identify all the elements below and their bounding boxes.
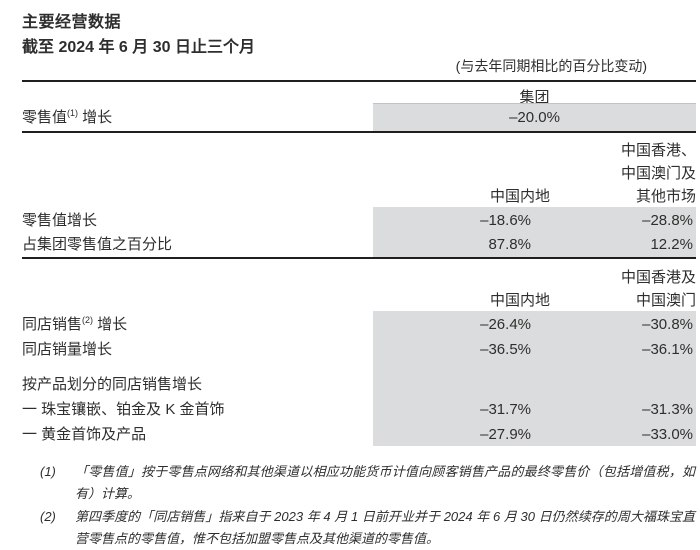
cell-hk-macau-other: –28.8% — [642, 212, 693, 229]
row-label: 同店销售(2) 增长 — [22, 313, 127, 337]
group-row-value: –20.0% — [509, 109, 560, 126]
row-label: 按产品划分的同店销售增长 — [22, 376, 203, 393]
footnote-number: (1) — [40, 464, 56, 479]
cell-mainland-china: –18.6% — [480, 212, 531, 229]
section-rule — [22, 257, 696, 259]
cell-hk-macau: –30.8% — [642, 316, 693, 333]
cell-hk-macau: –33.0% — [642, 426, 693, 443]
col-header-line: 中国香港及 — [620, 269, 696, 286]
cell-mainland-china: –27.9% — [480, 426, 531, 443]
cell-hk-macau: –36.1% — [642, 341, 693, 358]
page-title: 主要经营数据 — [22, 14, 122, 31]
change-note: (与去年同期相比的百分比变动) — [455, 58, 647, 74]
label-text: 零售值 — [22, 109, 68, 126]
row-label: 零售值增长 — [22, 212, 98, 229]
cell-mainland-china: 87.8% — [488, 236, 531, 253]
retail-col2-header: 中国香港、 中国澳门及 其他市场 — [621, 139, 696, 208]
row-label: 一 黄金首饰及产品 — [22, 426, 147, 443]
footnote-ref-2: (2) — [82, 315, 94, 325]
table-row: 零售值增长 –18.6% –28.8% — [22, 209, 696, 233]
cell-mainland-china: –31.7% — [480, 401, 531, 418]
group-column-header: 集团 — [519, 89, 550, 106]
same-store-col1-header: 中国内地 — [489, 292, 550, 309]
footnote-text: 第四季度的「同店销售」指来自于 2023 年 4 月 1 日前开业并于 2024… — [75, 509, 695, 546]
col-header-line: 中国香港、 — [620, 142, 696, 159]
retail-col1-header: 中国内地 — [489, 188, 550, 205]
table-row: 占集团零售值之百分比 87.8% 12.2% — [22, 233, 696, 257]
table-row: 一 黄金首饰及产品 –27.9% –33.0% — [22, 423, 696, 447]
cell-mainland-china: –36.5% — [480, 341, 531, 358]
row-label: 同店销量增长 — [22, 341, 113, 358]
group-highlight-band — [373, 104, 696, 131]
col-header-line: 中国澳门 — [635, 292, 696, 309]
cell-hk-macau-other: 12.2% — [650, 236, 693, 253]
footnote-text: 「零售值」按于零售点网络和其他渠道以相应功能货币计值向顾客销售产品的最终零售价（… — [75, 464, 695, 501]
group-header-underline — [373, 103, 696, 104]
section-rule — [22, 131, 696, 133]
group-row-label: 零售值(1) 增长 — [22, 104, 112, 131]
row-label: 一 珠宝镶嵌、铂金及 K 金首饰 — [22, 401, 225, 418]
col-header-line: 中国澳门及 — [620, 165, 696, 182]
table-top-rule — [22, 80, 696, 82]
table-row: 按产品划分的同店销售增长 — [22, 373, 696, 397]
label-text: 增长 — [78, 109, 113, 126]
col-header-line: 其他市场 — [635, 188, 696, 205]
cell-mainland-china: –26.4% — [480, 316, 531, 333]
row-label: 占集团零售值之百分比 — [22, 236, 173, 253]
period-subtitle: 截至 2024 年 6 月 30 日止三个月 — [22, 39, 255, 56]
retail-highlight-band — [373, 207, 696, 257]
cell-hk-macau: –31.3% — [642, 401, 693, 418]
table-row: 同店销量增长 –36.5% –36.1% — [22, 338, 696, 362]
footnote-ref-1: (1) — [67, 108, 79, 118]
label-text: 增长 — [93, 316, 128, 333]
label-text: 同店销售 — [22, 316, 83, 333]
table-row: 同店销售(2) 增长 –26.4% –30.8% — [22, 313, 696, 337]
footnote-number: (2) — [40, 509, 56, 524]
same-store-highlight-band — [373, 311, 696, 446]
same-store-col2-header: 中国香港及 中国澳门 — [621, 266, 696, 312]
table-row: 一 珠宝镶嵌、铂金及 K 金首饰 –31.7% –31.3% — [22, 398, 696, 422]
